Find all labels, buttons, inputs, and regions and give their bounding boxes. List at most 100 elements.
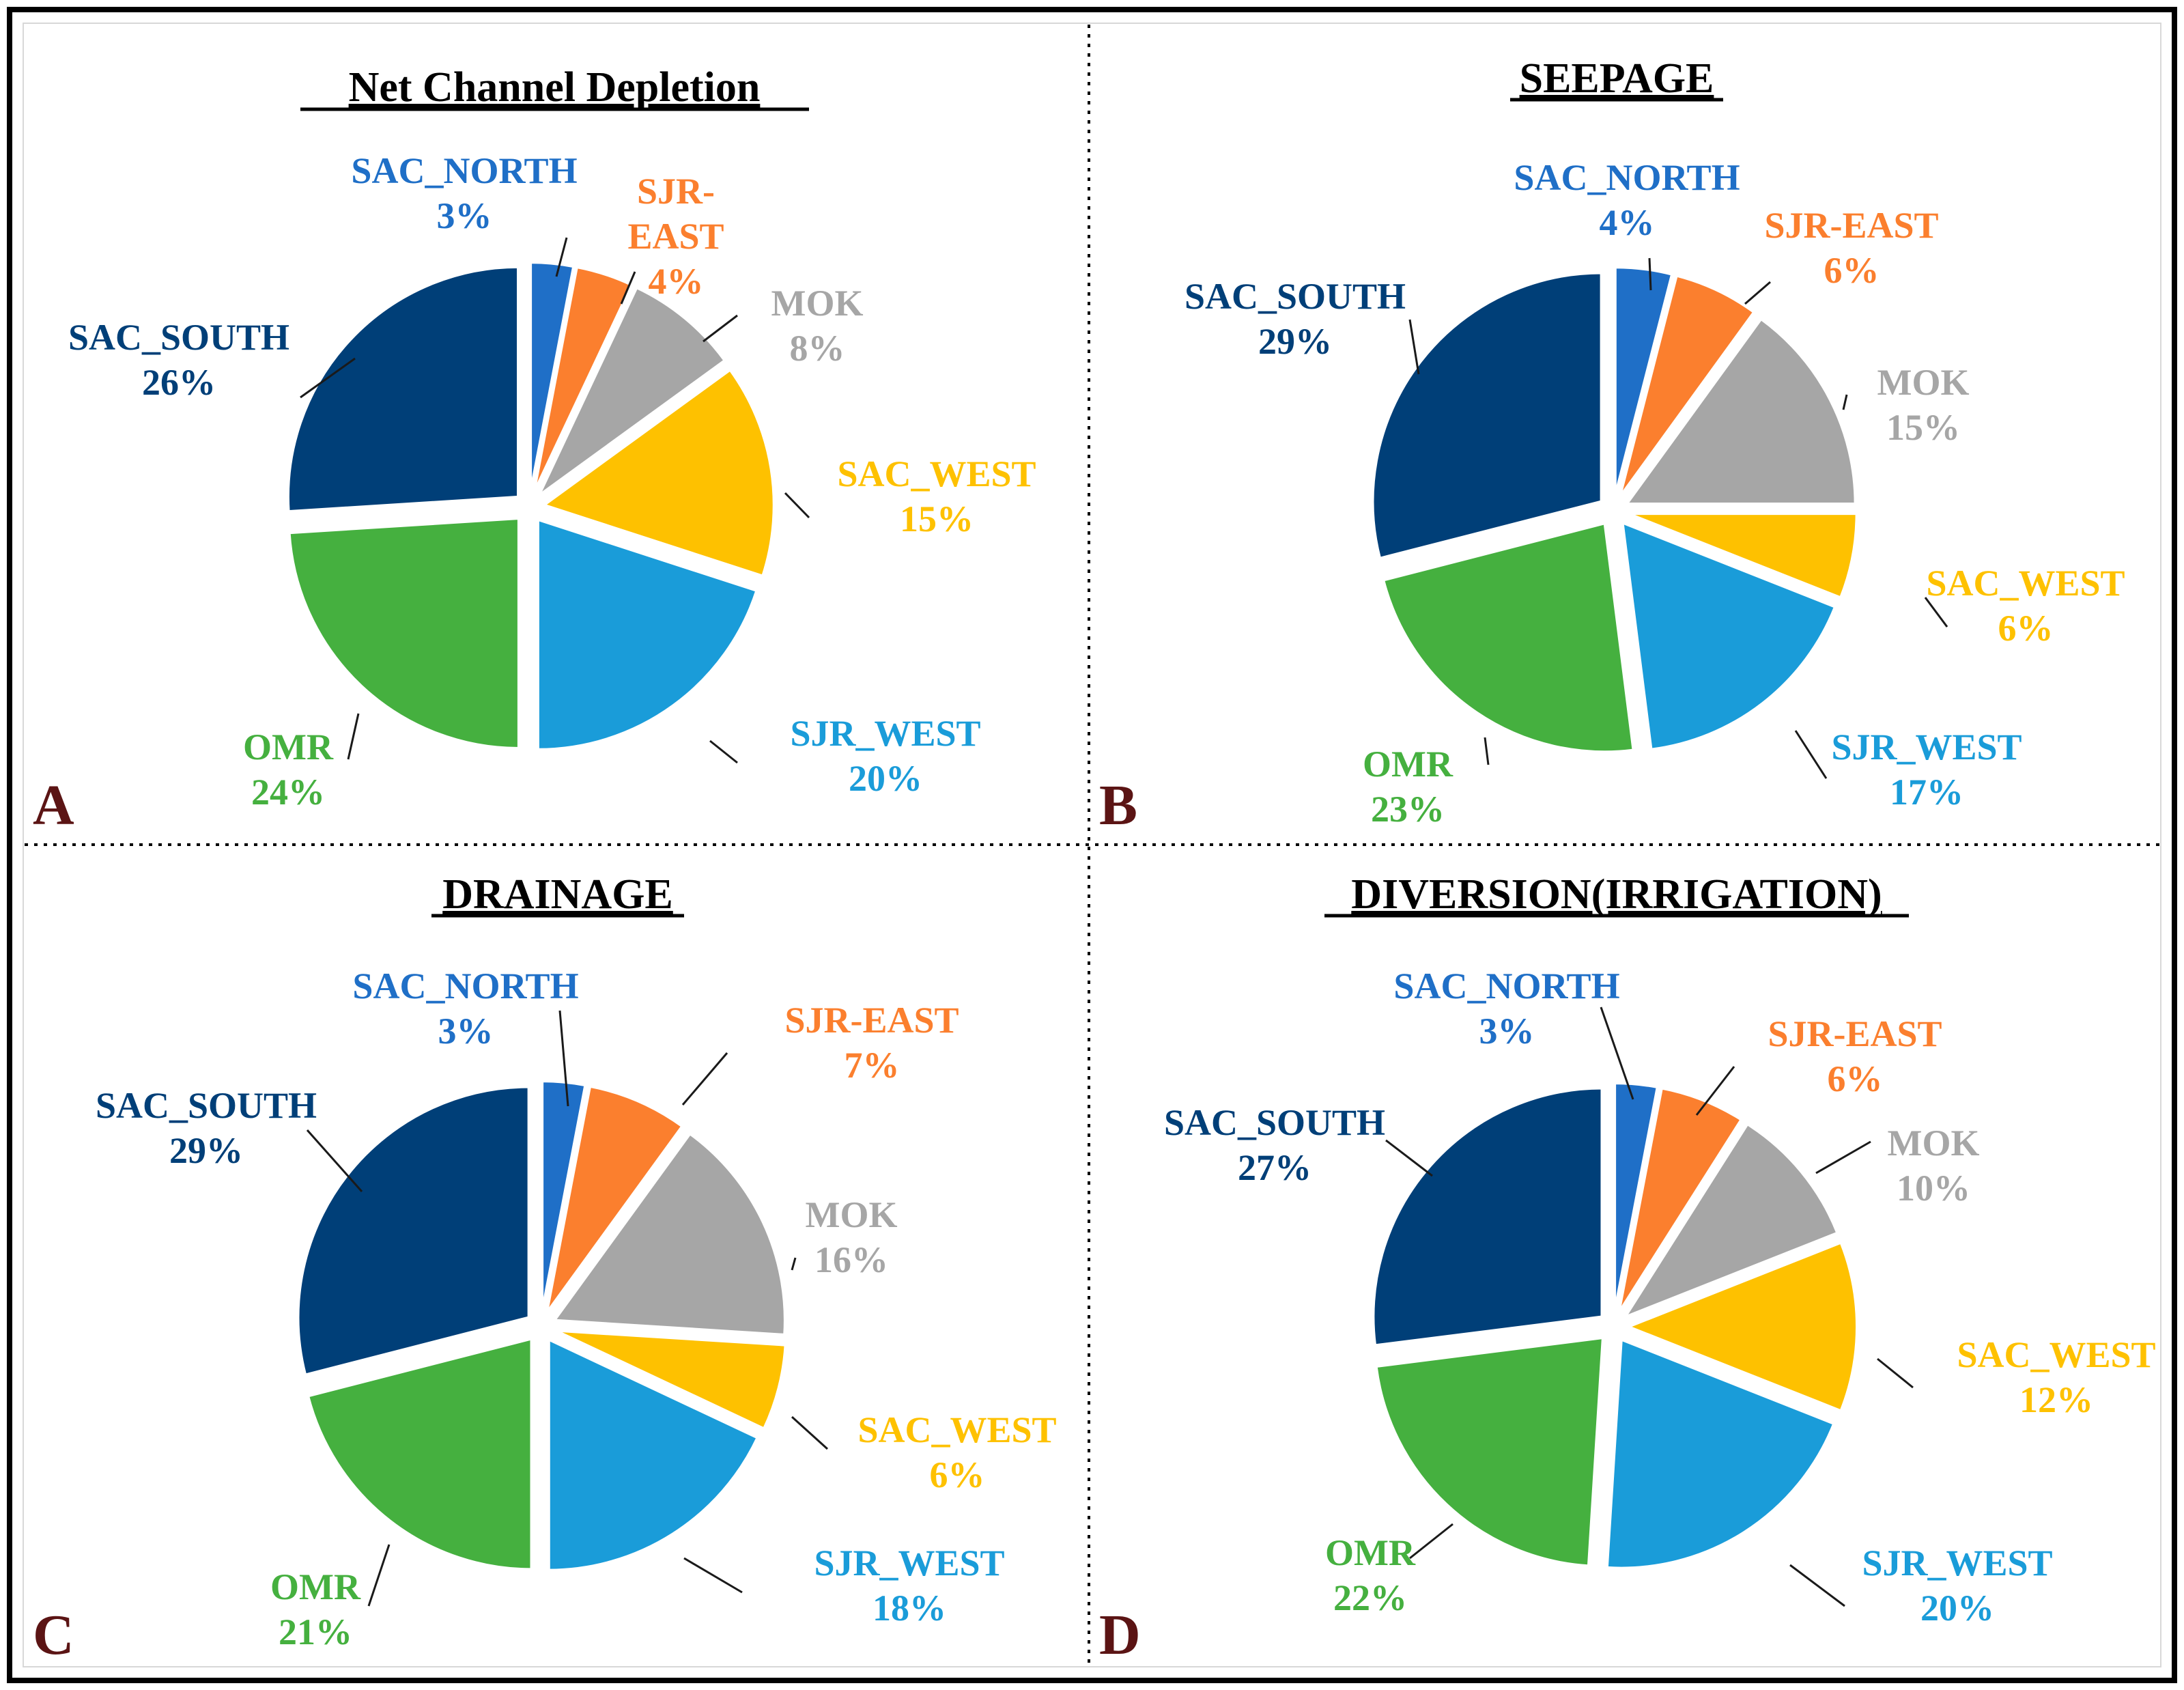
label-sjr-west: SJR_WEST 20% [790,713,980,799]
panel-a-labels: SAC_NORTH 3% SJR-EAST 4% MOK 8% SAC_WEST 15%… [68,150,1036,813]
leader-line-sac-north [1600,1006,1634,1100]
panel-d-leaders [1385,1006,1914,1607]
leader-line-sjr-east [620,271,636,305]
leader-line-sac-south [1408,319,1420,375]
pie-slice-omr [1374,1336,1605,1568]
pie-slice-sac-north [1613,266,1674,496]
leader-line-omr [1484,737,1490,765]
label-sjr-east: SJR-EAST 7% [784,1000,959,1086]
label-mok: MOK 15% [1877,362,1970,448]
leader-line-sac-south [1385,1139,1433,1177]
panel-d-letter: D [1099,1603,1141,1667]
pie-slice-mok [1623,317,1857,505]
label-sac-west: SAC_WEST 6% [1926,563,2125,649]
panel-a-leaders [300,237,810,764]
label-sac-west: SAC_WEST 12% [1957,1334,2155,1420]
label-omr: OMR 24% [243,727,334,813]
panel-b-slices [1371,266,1858,754]
pie-slice-sjr-east [545,1084,685,1314]
pie-slice-sac-south [286,265,520,513]
panel-a-title: Net Channel Depletion [349,64,761,111]
label-sac-south: SAC_SOUTH 29% [1185,276,1406,362]
label-omr: OMR 21% [270,1566,361,1652]
pie-slice-sjr-west [536,518,758,751]
pie-slice-sjr-west [1605,1337,1836,1570]
leader-line-sjr-east [1744,281,1771,305]
leader-line-sac-north [555,237,568,277]
leader-line-sjr-east [681,1052,728,1105]
leader-line-sac-north [1648,257,1652,291]
leader-line-sac-west [1877,1357,1914,1389]
pie-slice-sac-west [541,367,776,578]
pie-slice-mok [552,1131,786,1337]
pie-slice-sac-south [1371,271,1603,561]
label-mok: MOK 8% [771,283,864,369]
leader-line-sjr-east [1695,1066,1735,1116]
inner-frame [23,23,2161,1667]
label-mok: MOK 16% [806,1194,898,1280]
label-sac-south: SAC_SOUTH 27% [1164,1102,1385,1188]
label-sjr-west: SJR_WEST 17% [1831,727,2022,813]
leader-line-sjr-west [683,1557,743,1594]
leader-line-omr [1409,1523,1453,1560]
leader-line-sac-north [558,1010,569,1107]
pie-slice-sac-south [1372,1086,1604,1347]
panel-d-slices [1372,1082,1858,1570]
label-mok: MOK 10% [1888,1123,1980,1209]
pie-slice-mok [1621,1122,1839,1321]
leader-line-sac-west [791,1416,829,1450]
panel-b-letter: B [1099,774,1137,837]
leader-line-sac-south [300,357,356,399]
panel-b-title: SEEPAGE [1520,55,1714,102]
label-sjr-east: SJR-EAST 4% [627,171,724,302]
panel-b: SEEPAGE SAC_NORTH 4% SJR-EAST 6% MOK 15% SA… [1099,55,2125,837]
leader-line-omr [367,1544,391,1607]
label-sac-north: SAC_NORTH 3% [352,966,578,1052]
panel-a-slices [286,261,776,751]
leader-line-sac-west [1924,597,1948,628]
pie-slice-sjr-east [532,265,634,494]
label-sac-north: SAC_NORTH 4% [1514,157,1740,243]
panel-a-letter: A [33,774,74,837]
pie-slice-sjr-east [1617,1086,1744,1314]
leader-line-mok [1815,1140,1871,1174]
panel-d-labels: SAC_NORTH 3% SJR-EAST 6% MOK 10% SAC_WEST 12… [1164,966,2156,1629]
pie-slice-omr [287,516,520,750]
panel-b-labels: SAC_NORTH 4% SJR-EAST 6% MOK 15% SAC_WEST 6%… [1185,157,2125,830]
panel-d: DIVERSION(IRRIGATION) SAC_NORTH 3% SJR-EA… [1099,871,2156,1667]
label-sac-south: SAC_SOUTH 26% [68,317,289,403]
label-sac-south: SAC_SOUTH 29% [96,1085,317,1171]
pie-slice-sac-north [541,1080,587,1312]
leader-line-mok [1842,394,1848,410]
label-omr: OMR 23% [1363,744,1453,830]
label-sac-west: SAC_WEST 15% [837,453,1036,539]
label-sac-north: SAC_NORTH 3% [1393,966,1619,1052]
label-omr: OMR 22% [1325,1532,1416,1618]
label-sjr-west: SJR_WEST 18% [814,1543,1004,1629]
pie-slice-sac-west [1624,1241,1858,1413]
panel-c: DRAINAGE SAC_NORTH 3% SJR-EAST 7% MOK 16% S… [33,871,1057,1667]
pie-slice-sac-west [1627,512,1858,600]
leader-line-omr [347,713,360,760]
pie-slice-sjr-east [1618,274,1757,498]
label-sac-west: SAC_WEST 6% [857,1409,1056,1495]
leader-line-sac-west [784,492,810,519]
pie-slice-sac-north [1613,1082,1660,1312]
label-sac-north: SAC_NORTH 3% [351,150,577,236]
label-sjr-east: SJR-EAST 6% [1764,205,1938,291]
panel-b-leaders [1408,257,1948,779]
pie-slice-sjr-west [1621,520,1837,751]
pie-slice-sac-south [296,1085,530,1377]
leader-line-sjr-west [1794,730,1828,779]
label-sjr-east: SJR-EAST 6% [1768,1013,1942,1099]
pie-slice-sjr-west [547,1337,760,1572]
leader-line-sac-south [306,1129,363,1192]
panel-c-leaders [306,1010,829,1607]
pie-slice-mok [537,285,727,497]
leader-line-mok [703,314,738,343]
pie-slice-sac-north [529,261,576,493]
panel-a: Net Channel Depletion SAC_NORTH 3% SJR-EA… [33,64,1036,837]
leader-line-sjr-west [1789,1564,1845,1607]
pie-slice-omr [1381,521,1635,754]
